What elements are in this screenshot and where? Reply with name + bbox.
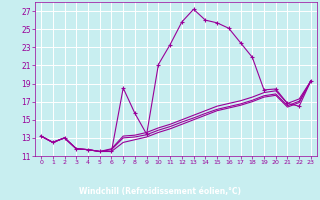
Text: Windchill (Refroidissement éolien,°C): Windchill (Refroidissement éolien,°C) [79,187,241,196]
